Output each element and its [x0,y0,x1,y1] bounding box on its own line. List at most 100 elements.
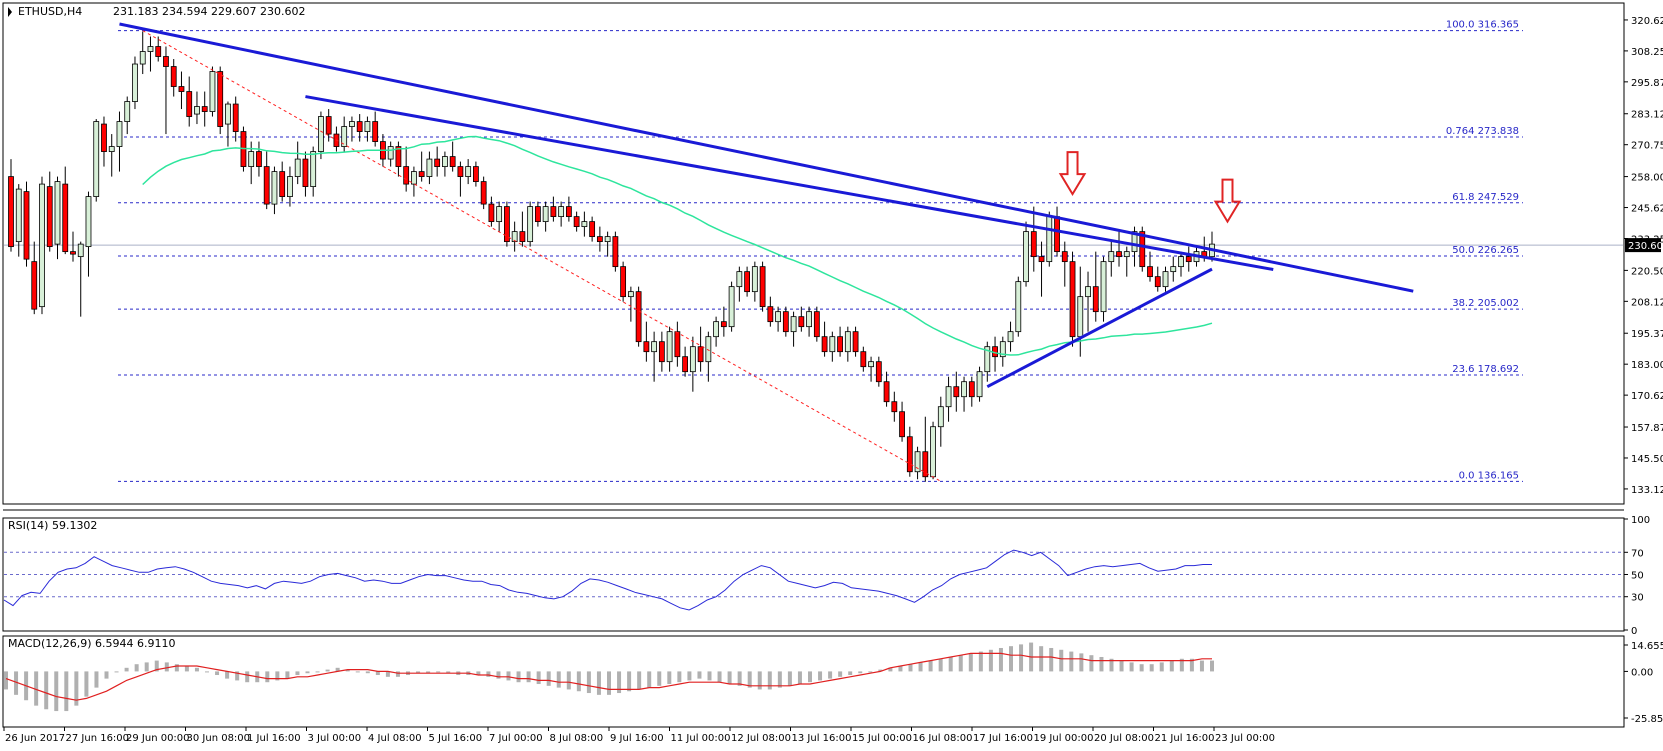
trend-line-lower [305,95,1274,271]
candle-up [728,286,735,328]
candle-up [124,101,131,122]
macd-histogram-bar [898,666,903,672]
candle-down [1154,276,1161,288]
macd-histogram-bar [536,671,541,685]
candle-up [806,311,812,328]
macd-histogram-bar [426,671,431,674]
candle-up [1007,331,1014,343]
rsi-line [3,549,1212,611]
candle-down [697,346,704,363]
candle-down [589,221,596,238]
time-tick-label: 30 Jun 08:00 [187,733,251,744]
macd-histogram-bar [395,671,400,677]
candle-down [170,66,177,87]
candle-up [1178,256,1184,268]
candle-down [837,336,843,353]
macd-histogram-bar [918,662,923,672]
macd-histogram-bar [1079,653,1084,672]
macd-histogram-bar [134,664,139,672]
price-tick-label: 283.125 [1631,110,1663,121]
candle-up [1085,286,1091,298]
candle-up [542,206,549,223]
candle-down [1030,231,1037,258]
fib-level-label: 50.0 226.265 [1452,245,1519,256]
macd-histogram-bar [697,671,702,679]
macd-histogram-bar [777,671,782,688]
candle-down [906,436,913,473]
time-tick-label: 16 Jul 08:00 [913,733,973,744]
macd-histogram-bar [978,651,983,672]
candle-down [263,166,270,205]
candle-up [77,243,84,258]
time-tick-label: 21 Jul 16:00 [1155,733,1215,744]
macd-histogram-bar [1069,651,1074,672]
macd-histogram-bar [275,671,280,681]
current-price-badge [1625,238,1661,253]
macd-histogram-bar [14,671,19,695]
candle-down [217,71,224,127]
macd-histogram-bar [375,671,380,676]
candle-down [1061,251,1068,263]
candle-down [403,166,410,185]
candle-down [155,46,162,57]
candle-down [612,236,619,268]
time-tick-label: 17 Jul 16:00 [973,733,1033,744]
rsi-tick-label: 50 [1631,571,1644,582]
macd-histogram-bar [1109,658,1114,672]
macd-histogram-bar [717,671,722,683]
ohlc-label: 231.183 234.594 229.607 230.602 [113,5,305,18]
macd-histogram-bar [1129,662,1134,672]
macd-label: MACD(12,26,9) 6.5944 6.9110 [8,637,176,650]
price-tick-label: 270.750 [1631,141,1663,152]
candle-up [442,156,448,167]
candle-down [201,106,208,112]
candle-down [434,158,441,167]
candle-down [178,86,185,92]
price-tick-label: 245.625 [1631,204,1663,215]
macd-histogram-bar [345,669,350,672]
macd-histogram-bar [938,658,943,672]
candle-down [782,311,789,333]
macd-histogram-bar [265,671,270,683]
candle-up [248,151,255,167]
candle-up [914,451,921,473]
candle-up [54,181,61,245]
candle-down [279,171,286,197]
macd-histogram-bar [205,671,209,673]
rsi-tick-label: 70 [1631,548,1644,559]
time-tick-label: 11 Jul 00:00 [671,733,731,744]
rsi-tick-label: 100 [1631,515,1650,526]
candle-up [868,361,874,368]
macd-histogram-bar [637,671,642,690]
time-tick-label: 20 Jul 08:00 [1094,733,1154,744]
macd-histogram-bar [767,671,772,690]
candle-up [411,171,417,185]
macd-histogram-bar [436,671,441,673]
macd-histogram-bar [506,671,511,681]
candle-up [1100,261,1107,313]
candle-down [968,381,975,398]
price-tick-label: 295.875 [1631,78,1663,89]
macd-histogram-bar [566,671,571,690]
time-tick-label: 4 Jul 08:00 [368,733,422,744]
macd-histogram-bar [808,671,812,683]
candle-down [635,291,642,343]
candle-down [883,381,890,403]
macd-histogram-bar [154,660,159,672]
macd-histogram-bar [526,671,531,683]
macd-histogram-bar [144,662,149,672]
macd-histogram-bar [1199,660,1204,672]
macd-histogram-bar [948,656,953,672]
candle-down [256,151,262,167]
macd-histogram-bar [325,669,330,672]
macd-panel-frame [2,635,1625,728]
candle-up [1108,251,1115,263]
macd-histogram-bar [627,671,632,692]
candle-down [163,56,169,67]
time-tick-label: 1 Jul 16:00 [247,733,301,744]
candle-up [627,291,634,298]
candle-up [294,158,301,177]
candle-down [1147,266,1153,278]
macd-histogram-bar [64,671,69,712]
